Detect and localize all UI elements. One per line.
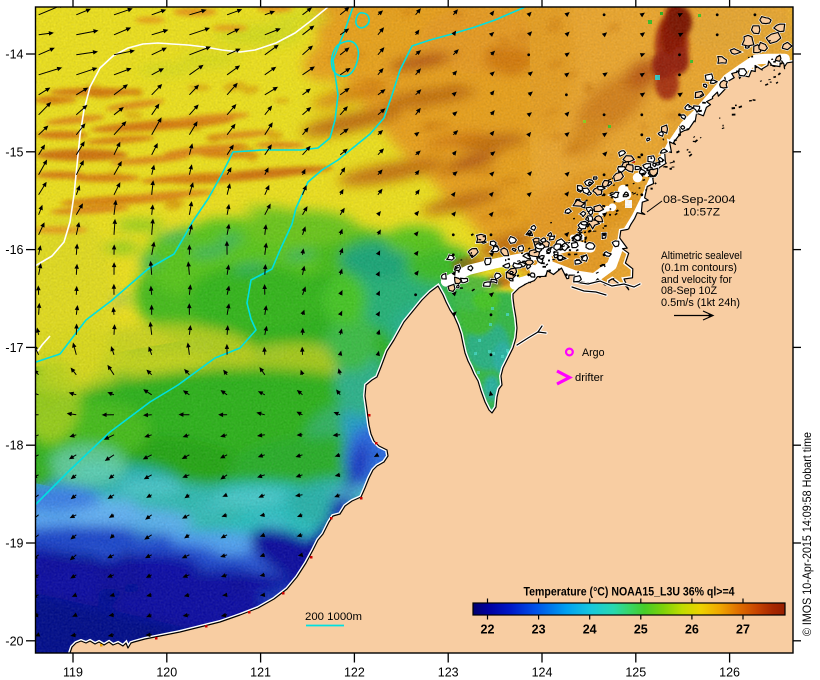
svg-text:-17: -17	[5, 341, 23, 355]
svg-text:08-Sep-2004: 08-Sep-2004	[663, 194, 736, 206]
svg-text:27: 27	[736, 623, 750, 637]
svg-text:08-Sep 10Z: 08-Sep 10Z	[661, 285, 717, 297]
svg-text:200 1000m: 200 1000m	[305, 611, 362, 623]
svg-text:10:57Z: 10:57Z	[683, 207, 720, 219]
svg-text:25: 25	[634, 623, 648, 637]
svg-text:-16: -16	[5, 243, 23, 257]
svg-text:-15: -15	[5, 145, 23, 159]
svg-text:© IMOS 10-Apr-2015 14:09:58 Ho: © IMOS 10-Apr-2015 14:09:58 Hobart time	[800, 432, 814, 636]
svg-text:0.5m/s (1kt 24h): 0.5m/s (1kt 24h)	[661, 297, 740, 309]
svg-text:and velocity for: and velocity for	[661, 274, 732, 286]
svg-text:26: 26	[685, 623, 699, 637]
svg-text:121: 121	[250, 666, 271, 680]
svg-text:-14: -14	[5, 48, 23, 62]
svg-text:Altimetric sealevel: Altimetric sealevel	[661, 250, 742, 262]
svg-text:Argo: Argo	[582, 347, 605, 359]
svg-text:23: 23	[532, 623, 546, 637]
svg-text:22: 22	[481, 623, 495, 637]
svg-text:-20: -20	[5, 634, 23, 648]
svg-text:123: 123	[438, 666, 459, 680]
svg-text:124: 124	[532, 666, 553, 680]
svg-text:120: 120	[156, 666, 177, 680]
svg-text:-18: -18	[5, 439, 23, 453]
svg-text:119: 119	[63, 666, 83, 680]
svg-text:125: 125	[625, 666, 646, 680]
svg-text:Temperature (°C) NOAA15_L3U 36: Temperature (°C) NOAA15_L3U 36% ql>=4	[524, 585, 735, 599]
svg-text:(0.1m contours): (0.1m contours)	[661, 262, 737, 274]
svg-text:122: 122	[344, 666, 365, 680]
svg-text:drifter: drifter	[575, 372, 604, 384]
svg-text:24: 24	[583, 623, 597, 637]
svg-text:126: 126	[719, 666, 740, 680]
svg-text:-19: -19	[5, 537, 23, 551]
